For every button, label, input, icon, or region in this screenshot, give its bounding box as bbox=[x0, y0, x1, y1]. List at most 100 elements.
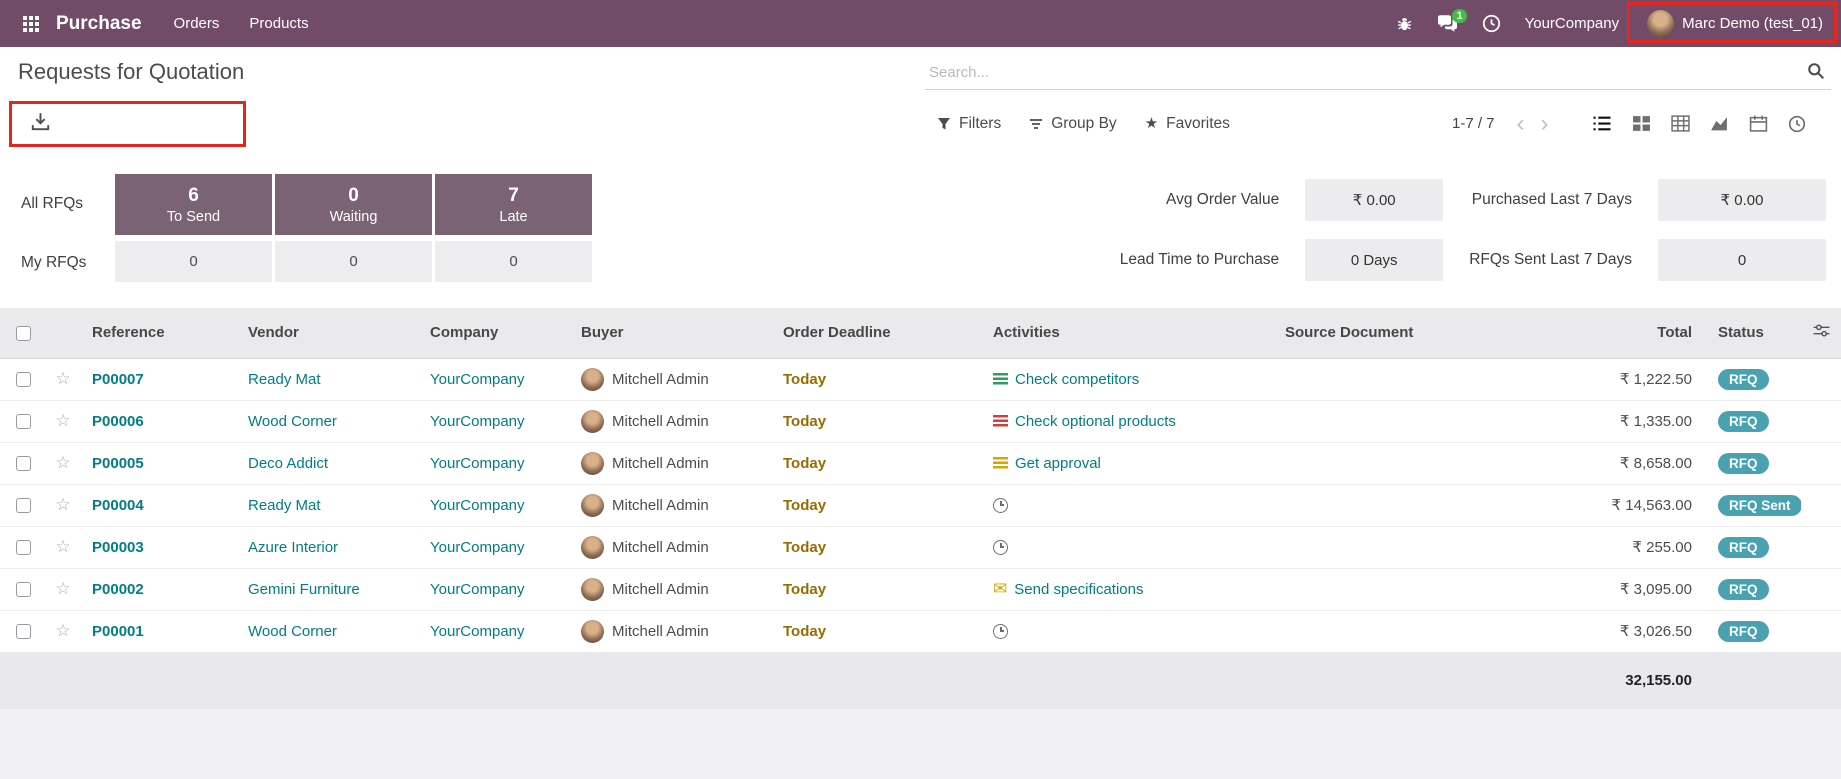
col-vendor[interactable]: Vendor bbox=[236, 308, 418, 359]
row-buyer-name: Mitchell Admin bbox=[612, 622, 709, 640]
col-source-document[interactable]: Source Document bbox=[1273, 308, 1530, 359]
col-status[interactable]: Status bbox=[1706, 308, 1801, 359]
row-vendor[interactable]: Wood Corner bbox=[248, 622, 337, 640]
col-company[interactable]: Company bbox=[418, 308, 569, 359]
activities-icon[interactable] bbox=[1482, 14, 1501, 33]
col-order-deadline[interactable]: Order Deadline bbox=[771, 308, 981, 359]
favorite-star-icon[interactable]: ☆ bbox=[55, 621, 71, 640]
row-vendor[interactable]: Ready Mat bbox=[248, 370, 321, 388]
row-checkbox[interactable] bbox=[15, 582, 31, 598]
late-card[interactable]: 7 Late bbox=[435, 174, 592, 235]
table-row[interactable]: ☆ P00001 Wood Corner YourCompany Mitchel… bbox=[0, 610, 1841, 653]
calendar-view-icon[interactable] bbox=[1749, 115, 1768, 132]
row-company[interactable]: YourCompany bbox=[430, 538, 525, 556]
search-input[interactable] bbox=[925, 55, 1831, 90]
row-reference[interactable]: P00006 bbox=[92, 412, 144, 430]
checklist-icon[interactable] bbox=[993, 415, 1008, 427]
favorite-star-icon[interactable]: ☆ bbox=[55, 411, 71, 430]
search-icon[interactable] bbox=[1807, 62, 1825, 84]
row-checkbox[interactable] bbox=[15, 414, 31, 430]
checklist-icon[interactable] bbox=[993, 457, 1008, 469]
col-buyer[interactable]: Buyer bbox=[569, 308, 771, 359]
menu-products[interactable]: Products bbox=[249, 15, 309, 32]
col-total[interactable]: Total bbox=[1530, 308, 1706, 359]
favorite-star-icon[interactable]: ☆ bbox=[55, 537, 71, 556]
waiting-card[interactable]: 0 Waiting bbox=[275, 174, 432, 235]
row-vendor[interactable]: Deco Addict bbox=[248, 454, 329, 472]
row-checkbox[interactable] bbox=[15, 456, 31, 472]
kanban-view-icon[interactable] bbox=[1632, 115, 1651, 132]
row-company[interactable]: YourCompany bbox=[430, 370, 525, 388]
table-row[interactable]: ☆ P00003 Azure Interior YourCompany Mitc… bbox=[0, 526, 1841, 569]
debug-icon[interactable] bbox=[1396, 15, 1413, 33]
row-deadline: Today bbox=[783, 580, 827, 598]
pivot-view-icon[interactable] bbox=[1671, 115, 1690, 132]
pager-next-button[interactable]: › bbox=[1540, 109, 1549, 137]
apps-menu-icon[interactable] bbox=[18, 11, 44, 37]
table-row[interactable]: ☆ P00007 Ready Mat YourCompany Mitchell … bbox=[0, 358, 1841, 401]
my-rfqs-label: My RFQs bbox=[21, 254, 87, 271]
row-reference[interactable]: P00005 bbox=[92, 454, 144, 472]
export-download-button[interactable] bbox=[30, 112, 51, 135]
row-company[interactable]: YourCompany bbox=[430, 496, 525, 514]
row-reference[interactable]: P00004 bbox=[92, 496, 144, 514]
row-reference[interactable]: P00003 bbox=[92, 538, 144, 556]
table-row[interactable]: ☆ P00004 Ready Mat YourCompany Mitchell … bbox=[0, 484, 1841, 527]
company-switcher[interactable]: YourCompany bbox=[1524, 15, 1620, 32]
row-checkbox[interactable] bbox=[15, 498, 31, 514]
row-vendor[interactable]: Gemini Furniture bbox=[248, 580, 360, 598]
row-checkbox[interactable] bbox=[15, 624, 31, 640]
to-send-card[interactable]: 6 To Send bbox=[115, 174, 272, 235]
group-by-button[interactable]: Group By bbox=[1029, 115, 1117, 133]
row-company[interactable]: YourCompany bbox=[430, 454, 525, 472]
row-company[interactable]: YourCompany bbox=[430, 622, 525, 640]
clock-icon[interactable] bbox=[993, 497, 1008, 513]
graph-view-icon[interactable] bbox=[1710, 115, 1729, 132]
filters-button[interactable]: Filters bbox=[937, 115, 1001, 133]
row-reference[interactable]: P00001 bbox=[92, 622, 144, 640]
col-reference[interactable]: Reference bbox=[80, 308, 236, 359]
my-late-count[interactable]: 0 bbox=[435, 241, 592, 282]
row-vendor[interactable]: Ready Mat bbox=[248, 496, 321, 514]
table-row[interactable]: ☆ P00005 Deco Addict YourCompany Mitchel… bbox=[0, 442, 1841, 485]
favorite-star-icon[interactable]: ☆ bbox=[55, 453, 71, 472]
select-all-checkbox[interactable] bbox=[15, 325, 31, 341]
envelope-icon[interactable] bbox=[993, 582, 1007, 596]
favorite-star-icon[interactable]: ☆ bbox=[55, 495, 71, 514]
late-label: Late bbox=[499, 208, 528, 225]
optional-columns-icon[interactable] bbox=[1813, 323, 1830, 342]
activity-label[interactable]: Check competitors bbox=[1015, 370, 1140, 388]
user-menu[interactable]: Marc Demo (test_01) bbox=[1643, 10, 1827, 37]
row-checkbox[interactable] bbox=[15, 540, 31, 556]
activity-view-icon[interactable] bbox=[1788, 115, 1806, 133]
app-name[interactable]: Purchase bbox=[56, 12, 142, 34]
favorites-button[interactable]: ★ Favorites bbox=[1145, 115, 1230, 133]
activity-label[interactable]: Send specifications bbox=[1014, 580, 1144, 598]
checklist-icon[interactable] bbox=[993, 373, 1008, 385]
search-box bbox=[925, 55, 1831, 90]
my-waiting-count[interactable]: 0 bbox=[275, 241, 432, 282]
user-name: Marc Demo (test_01) bbox=[1682, 15, 1823, 32]
menu-orders[interactable]: Orders bbox=[173, 15, 220, 32]
table-row[interactable]: ☆ P00002 Gemini Furniture YourCompany Mi… bbox=[0, 568, 1841, 611]
clock-icon[interactable] bbox=[993, 539, 1008, 555]
control-panel: Filters Group By ★ Favorites 1-7 / 7 ‹ › bbox=[0, 97, 1841, 150]
row-reference[interactable]: P00002 bbox=[92, 580, 144, 598]
col-activities[interactable]: Activities bbox=[981, 308, 1273, 359]
clock-icon[interactable] bbox=[993, 623, 1008, 639]
row-checkbox[interactable] bbox=[15, 372, 31, 388]
row-vendor[interactable]: Wood Corner bbox=[248, 412, 337, 430]
favorite-star-icon[interactable]: ☆ bbox=[55, 369, 71, 388]
row-company[interactable]: YourCompany bbox=[430, 580, 525, 598]
row-reference[interactable]: P00007 bbox=[92, 370, 144, 388]
my-to-send-count[interactable]: 0 bbox=[115, 241, 272, 282]
pager-previous-button[interactable]: ‹ bbox=[1516, 109, 1525, 137]
list-view-icon[interactable] bbox=[1592, 115, 1612, 132]
activity-label[interactable]: Get approval bbox=[1015, 454, 1101, 472]
favorite-star-icon[interactable]: ☆ bbox=[55, 579, 71, 598]
table-row[interactable]: ☆ P00006 Wood Corner YourCompany Mitchel… bbox=[0, 400, 1841, 443]
activity-label[interactable]: Check optional products bbox=[1015, 412, 1176, 430]
row-vendor[interactable]: Azure Interior bbox=[248, 538, 339, 556]
messages-icon[interactable]: 1 bbox=[1437, 8, 1467, 33]
row-company[interactable]: YourCompany bbox=[430, 412, 525, 430]
